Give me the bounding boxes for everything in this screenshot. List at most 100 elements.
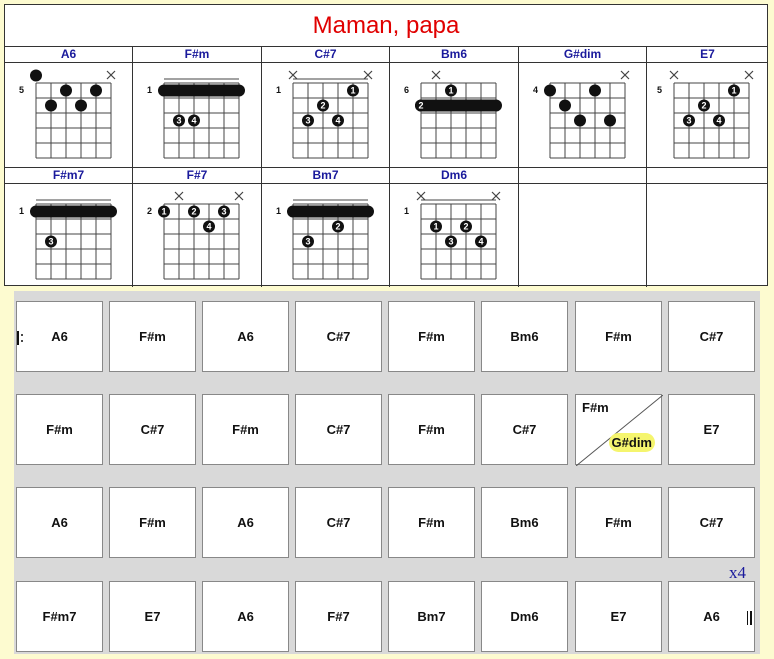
svg-text:3: 3 <box>305 237 310 247</box>
svg-text:4: 4 <box>191 116 196 126</box>
bar-chord: F#m <box>605 515 632 530</box>
bar-cell[interactable]: E7 <box>668 394 755 465</box>
repeat-end-sign <box>747 611 752 625</box>
bar-cell[interactable]: Bm6 <box>481 487 568 558</box>
chord-name <box>647 168 768 184</box>
chord-cell <box>647 168 768 287</box>
svg-text:3: 3 <box>686 116 691 126</box>
chord-name: Bm7 <box>262 168 389 184</box>
bar-chord: Bm6 <box>510 515 539 530</box>
chord-cell: Bm6 6 2 1 <box>390 47 519 168</box>
bar-chord-bottom: G#dim <box>608 433 655 452</box>
bar-cell[interactable]: Dm6 <box>481 581 568 652</box>
bar-chord: E7 <box>144 609 161 624</box>
bar-chord: A6 <box>51 329 68 344</box>
svg-text:2: 2 <box>463 222 468 232</box>
bar-cell[interactable]: C#7 <box>295 301 382 372</box>
bar-chord: Bm7 <box>417 609 446 624</box>
chord-cell: G#dim 4 <box>519 47 647 168</box>
svg-text:1: 1 <box>448 86 453 96</box>
svg-text:2: 2 <box>418 101 423 111</box>
svg-text:3: 3 <box>48 237 53 247</box>
bar-cell[interactable]: E7 <box>575 581 662 652</box>
chord-name: E7 <box>647 47 768 63</box>
bar-cell[interactable]: Bm6 <box>481 301 568 372</box>
chord-cell: E7 5 3 2 4 1 <box>647 47 768 168</box>
split-diagonal <box>576 395 663 466</box>
fret-number: 5 <box>657 85 662 95</box>
bar-chord: F#m <box>46 422 73 437</box>
svg-text:3: 3 <box>221 207 226 217</box>
svg-text:1: 1 <box>161 207 166 217</box>
bar-cell[interactable]: F#m <box>388 487 475 558</box>
bar-cell[interactable]: A6 <box>16 487 103 558</box>
bar-chord: F#m <box>139 329 166 344</box>
chord-name: G#dim <box>519 47 646 63</box>
bar-cell[interactable]: A6 <box>668 581 755 652</box>
bar-chord: F#m7 <box>42 609 77 624</box>
bar-chord: E7 <box>610 609 627 624</box>
bar-cell[interactable]: F#m <box>16 394 103 465</box>
bar-chord: A6 <box>703 609 720 624</box>
bar-cell[interactable]: F#m <box>575 487 662 558</box>
fret-number: 2 <box>147 206 152 216</box>
bar-cell[interactable]: A6 <box>202 301 289 372</box>
bar-cell[interactable]: F#m G#dim <box>575 394 663 466</box>
bar-cell[interactable]: A6 <box>16 301 103 372</box>
bar-cell[interactable]: F#m <box>388 394 475 465</box>
bar-chord: A6 <box>51 515 68 530</box>
chord-cell: Bm7 1 3 2 <box>262 168 390 287</box>
chord-cell: Dm6 1 1 3 2 4 <box>390 168 519 287</box>
chord-name: Dm6 <box>390 168 518 184</box>
bar-cell[interactable]: F#m <box>575 301 662 372</box>
fret-number: 1 <box>147 85 152 95</box>
chord-diagram: 5 324 1 <box>657 70 754 159</box>
bar-cell[interactable]: A6 <box>202 487 289 558</box>
bar-cell[interactable]: C#7 <box>109 394 196 465</box>
song-title: Maman, papa <box>5 5 767 47</box>
bar-chord: F#m <box>418 422 445 437</box>
bar-cell[interactable]: C#7 <box>668 301 755 372</box>
chord-name <box>519 168 646 184</box>
bar-cell[interactable]: C#7 <box>481 394 568 465</box>
chord-name: Bm6 <box>390 47 518 63</box>
svg-text:2: 2 <box>701 101 706 111</box>
chord-name: F#m7 <box>5 168 132 184</box>
fret-number: 4 <box>533 85 538 95</box>
repeat-start-sign <box>17 331 24 345</box>
chord-name: F#m <box>133 47 261 63</box>
bar-cell[interactable]: F#m <box>109 487 196 558</box>
bar-cell[interactable]: C#7 <box>295 394 382 465</box>
chord-diagram: 1 3 2 <box>276 199 374 280</box>
bar-chord: F#m <box>232 422 259 437</box>
svg-text:3: 3 <box>448 237 453 247</box>
chord-cell: F#7 2 1 2 4 3 <box>133 168 262 287</box>
svg-text:2: 2 <box>191 207 196 217</box>
chord-cell <box>519 168 647 287</box>
fret-number: 1 <box>19 206 24 216</box>
bar-cell[interactable]: Bm7 <box>388 581 475 652</box>
bar-cell[interactable]: F#7 <box>295 581 382 652</box>
chord-name: F#7 <box>133 168 261 184</box>
svg-text:1: 1 <box>433 222 438 232</box>
fret-number: 6 <box>404 85 409 95</box>
bar-chord: C#7 <box>326 329 351 344</box>
bar-cell[interactable]: A6 <box>202 581 289 652</box>
bar-chord: A6 <box>237 515 254 530</box>
bar-cell[interactable]: C#7 <box>295 487 382 558</box>
bar-chord: C#7 <box>699 329 724 344</box>
bar-cell[interactable]: F#m <box>202 394 289 465</box>
bar-chord: C#7 <box>326 515 351 530</box>
bar-chord: A6 <box>237 329 254 344</box>
bar-grid-panel: A6 F#m A6 C#7 F#m Bm6 F#m C#7 F#m C#7 F#m C#7 F#m C#7… <box>14 291 760 654</box>
chord-cell: C#7 1 3 2 4 1 <box>262 47 390 168</box>
bar-chord: A6 <box>237 609 254 624</box>
bar-cell[interactable]: F#m <box>109 301 196 372</box>
bar-chord: F#m <box>418 329 445 344</box>
bar-cell[interactable]: C#7 <box>668 487 755 558</box>
bar-cell[interactable]: F#m <box>388 301 475 372</box>
bar-chord: F#m <box>418 515 445 530</box>
chord-diagram: 4 <box>533 70 630 159</box>
bar-cell[interactable]: E7 <box>109 581 196 652</box>
bar-cell[interactable]: F#m7 <box>16 581 103 652</box>
